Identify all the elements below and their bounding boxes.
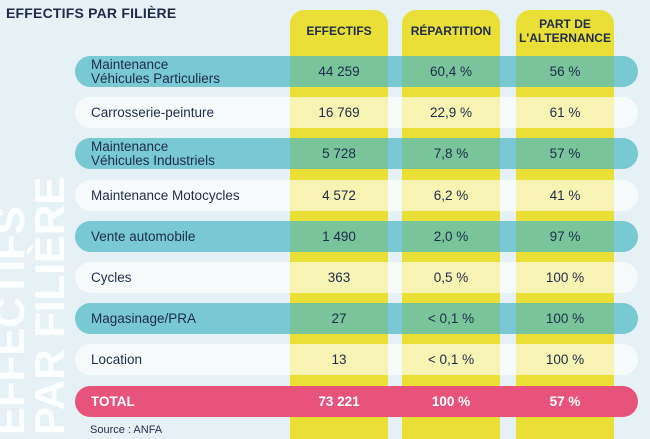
header-repartition: RÉPARTITION xyxy=(410,24,492,38)
table-row: Vente automobile 1 490 2,0 % 97 % xyxy=(75,221,638,252)
cell-effectifs: 44 259 xyxy=(318,64,360,79)
cell-repartition: < 0,1 % xyxy=(427,311,475,326)
cell-effectifs: 27 xyxy=(331,311,347,326)
header-alternance: PART DE L'ALTERNANCE xyxy=(516,12,614,50)
header-effectifs: EFFECTIFS xyxy=(306,24,372,38)
cell-alternance: 57 % xyxy=(549,146,581,161)
row-label-line1: Vente automobile xyxy=(91,228,196,244)
cell-alternance: 100 % xyxy=(545,352,585,367)
cell-repartition: < 0,1 % xyxy=(427,352,475,367)
row-label: Vente automobile xyxy=(91,221,195,252)
row-label-line1: Carrosserie-peinture xyxy=(91,104,215,120)
cell-repartition: 7,8 % xyxy=(433,146,469,161)
cell-repartition: 60,4 % xyxy=(429,64,473,79)
row-label-line1: Maintenance xyxy=(91,57,169,72)
watermark-text: EFFECTIFS PAR FILIÈRE xyxy=(0,105,73,435)
table-row: Location 13 < 0,1 % 100 % xyxy=(75,344,638,375)
cell-alternance: 100 % xyxy=(545,270,585,285)
header-alternance-line1: PART DE xyxy=(539,17,591,31)
row-label-line1: Magasinage/PRA xyxy=(91,310,197,326)
cell-effectifs: 16 769 xyxy=(318,105,360,120)
cell-alternance: 61 % xyxy=(549,105,581,120)
row-label: Cycles xyxy=(91,262,132,293)
watermark-line2: PAR FILIÈRE xyxy=(26,177,72,435)
table-row: Maintenance Motocycles 4 572 6,2 % 41 % xyxy=(75,180,638,211)
table-row: Cycles 363 0,5 % 100 % xyxy=(75,262,638,293)
row-label-line2: Véhicules Industriels xyxy=(91,152,215,168)
cell-repartition: 2,0 % xyxy=(433,229,469,244)
cell-effectifs: 5 728 xyxy=(322,146,356,161)
cell-effectifs: 13 xyxy=(331,352,347,367)
cell-effectifs: 4 572 xyxy=(322,188,356,203)
total-repartition: 100 % xyxy=(431,394,471,409)
source-note: Source : ANFA xyxy=(90,424,163,436)
cell-effectifs: 363 xyxy=(327,270,351,285)
cell-alternance: 100 % xyxy=(545,311,585,326)
cell-effectifs: 1 490 xyxy=(322,229,356,244)
row-label: Carrosserie-peinture xyxy=(91,97,214,128)
watermark-line1: EFFECTIFS xyxy=(0,206,33,435)
total-label: TOTAL xyxy=(91,393,135,409)
row-label: Magasinage/PRA xyxy=(91,303,196,334)
row-label-line1: Location xyxy=(91,351,143,367)
row-label: Maintenance Motocycles xyxy=(91,180,240,211)
page-title: EFFECTIFS PAR FILIÈRE xyxy=(6,5,177,21)
row-label-line1: Cycles xyxy=(91,269,132,285)
row-label: Location xyxy=(91,344,142,375)
header-alternance-line2: L'ALTERNANCE xyxy=(519,31,611,45)
cell-repartition: 22,9 % xyxy=(429,105,473,120)
cell-alternance: 41 % xyxy=(549,188,581,203)
total-row: TOTAL 73 221 100 % 57 % xyxy=(75,386,638,417)
total-alternance: 57 % xyxy=(549,394,581,409)
table-row: Magasinage/PRA 27 < 0,1 % 100 % xyxy=(75,303,638,334)
row-label-line1: Maintenance xyxy=(91,139,169,154)
table-row: Maintenance Véhicules Industriels 5 728 … xyxy=(75,138,638,169)
cell-repartition: 0,5 % xyxy=(433,270,469,285)
cell-alternance: 56 % xyxy=(549,64,581,79)
row-label-line2: Véhicules Particuliers xyxy=(91,70,221,86)
cell-alternance: 97 % xyxy=(549,229,581,244)
row-label-line1: Maintenance Motocycles xyxy=(91,187,240,203)
total-effectifs: 73 221 xyxy=(318,394,360,409)
row-label: Maintenance Véhicules Particuliers xyxy=(91,56,220,87)
table-row: Carrosserie-peinture 16 769 22,9 % 61 % xyxy=(75,97,638,128)
cell-repartition: 6,2 % xyxy=(433,188,469,203)
row-label: Maintenance Véhicules Industriels xyxy=(91,138,215,169)
table-row: Maintenance Véhicules Particuliers 44 25… xyxy=(75,56,638,87)
